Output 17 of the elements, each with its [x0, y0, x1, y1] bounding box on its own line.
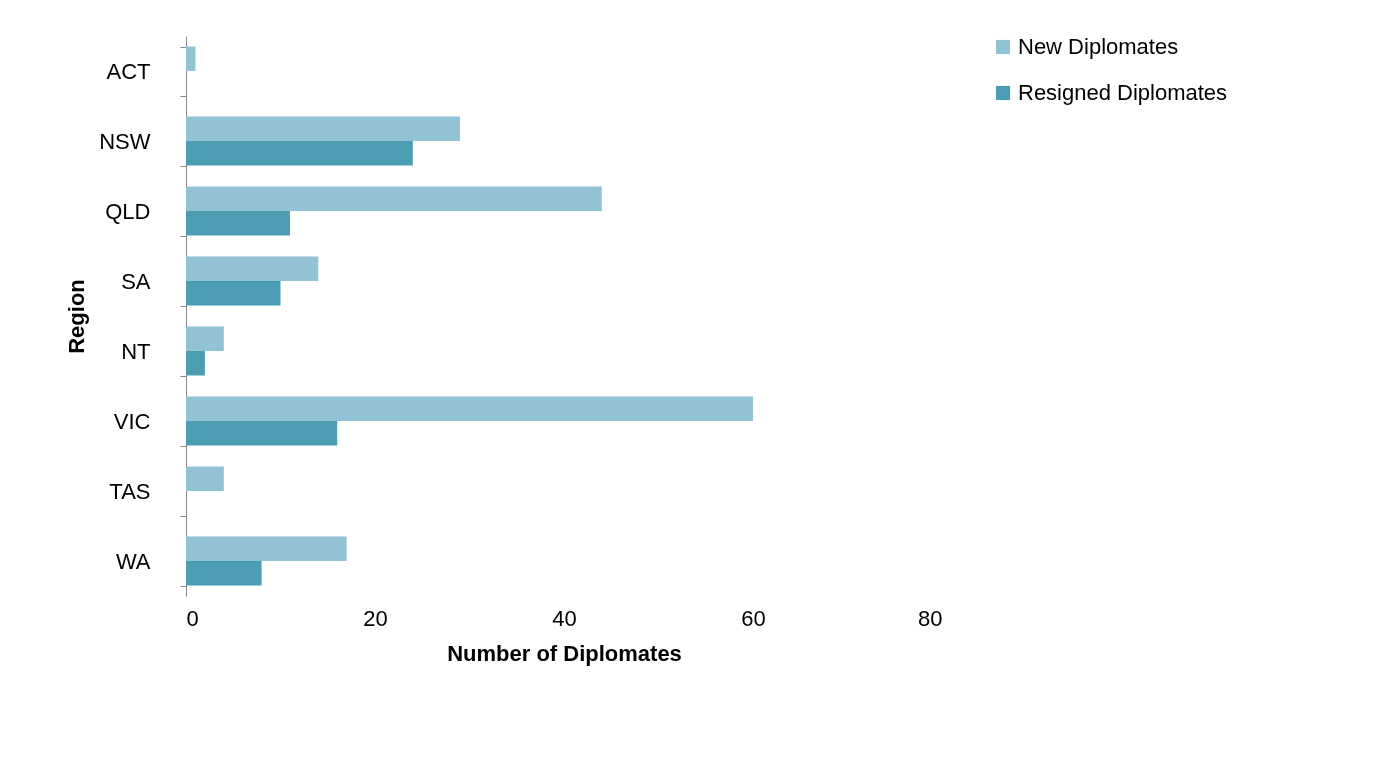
- y-axis-title: Region: [64, 279, 90, 354]
- x-axis-title: Number of Diplomates: [447, 640, 682, 666]
- x-tick-label: 80: [918, 605, 943, 631]
- y-tick-label: NSW: [99, 128, 151, 154]
- x-tick-label: 0: [186, 605, 199, 631]
- y-tick-label: VIC: [113, 408, 151, 434]
- y-tick-label: ACT: [106, 58, 151, 84]
- y-tick-label: NT: [121, 338, 151, 364]
- x-tick-label: 20: [363, 605, 388, 631]
- x-tick-label: 60: [741, 605, 766, 631]
- y-tick-label: QLD: [105, 198, 151, 224]
- y-tick-label: WA: [115, 548, 151, 574]
- legend-label: New Diplomates: [1018, 34, 1179, 59]
- legend-label: Resigned Diplomates: [1018, 80, 1228, 105]
- x-tick-label: 40: [552, 605, 577, 631]
- y-tick-label: SA: [121, 268, 151, 294]
- y-tick-label: TAS: [109, 478, 151, 504]
